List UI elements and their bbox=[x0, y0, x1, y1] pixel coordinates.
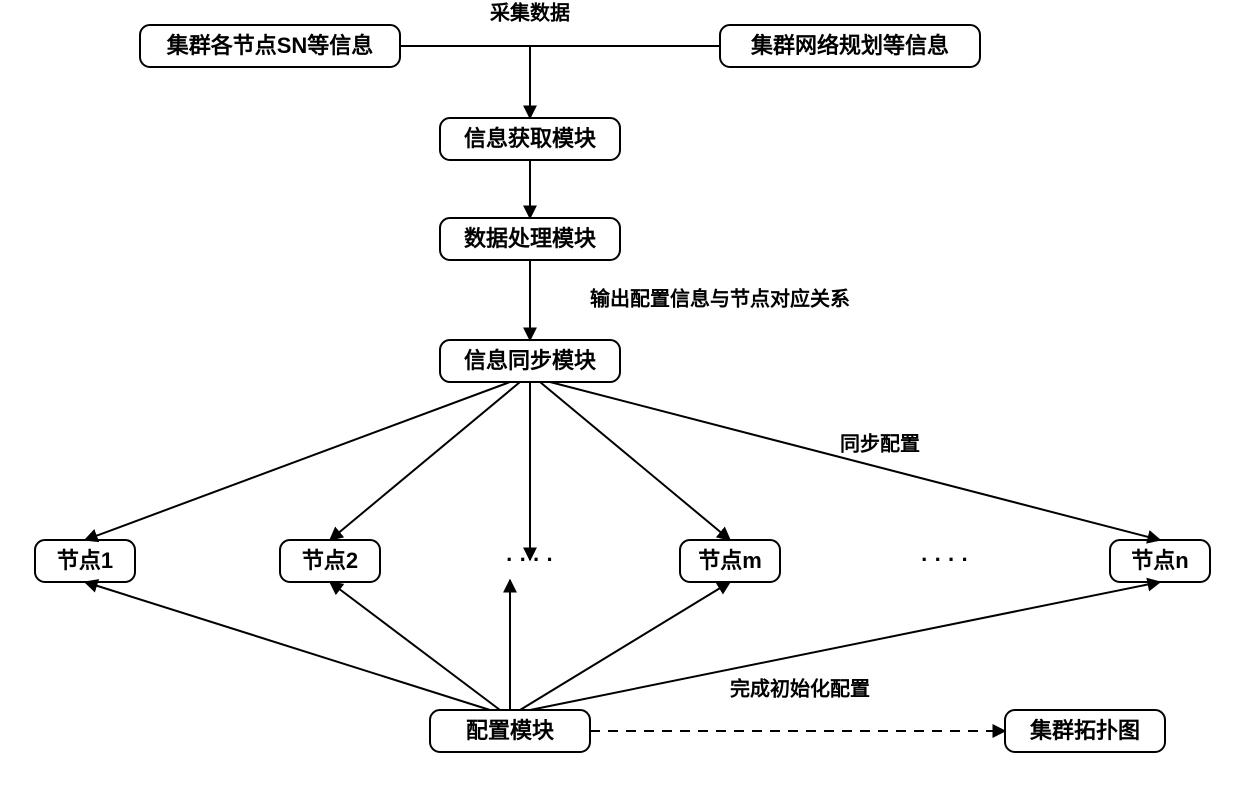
node-n: 节点n bbox=[1110, 540, 1210, 582]
node-info-get: 信息获取模块 bbox=[440, 118, 620, 160]
svg-text:集群各节点SN等信息: 集群各节点SN等信息 bbox=[166, 33, 374, 58]
edge-sync-noden bbox=[550, 382, 1160, 540]
svg-text:节点2: 节点2 bbox=[302, 548, 358, 573]
node-sync: 信息同步模块 bbox=[440, 340, 620, 382]
node-data-proc: 数据处理模块 bbox=[440, 218, 620, 260]
svg-text:集群网络规划等信息: 集群网络规划等信息 bbox=[750, 33, 949, 58]
edge-sync-node1 bbox=[85, 382, 510, 540]
svg-text:数据处理模块: 数据处理模块 bbox=[464, 226, 597, 251]
node-src-right: 集群网络规划等信息 bbox=[720, 25, 980, 67]
edge-config-node1 bbox=[85, 582, 490, 710]
node-2: 节点2 bbox=[280, 540, 380, 582]
diagram-canvas: 采集数据 输出配置信息与节点对应关系 同步配置 完成初始化配置 · · · · … bbox=[0, 0, 1240, 785]
dots-2-m: · · · · bbox=[506, 547, 554, 572]
svg-text:节点m: 节点m bbox=[698, 548, 762, 573]
node-topo: 集群拓扑图 bbox=[1005, 710, 1165, 752]
label-sync: 同步配置 bbox=[840, 432, 920, 455]
svg-text:节点n: 节点n bbox=[1131, 548, 1188, 573]
node-src-left: 集群各节点SN等信息 bbox=[140, 25, 400, 67]
edge-sync-node2 bbox=[330, 382, 520, 540]
svg-text:配置模块: 配置模块 bbox=[466, 718, 555, 743]
label-mid: 输出配置信息与节点对应关系 bbox=[590, 286, 850, 310]
svg-text:节点1: 节点1 bbox=[57, 548, 113, 573]
svg-text:信息获取模块: 信息获取模块 bbox=[464, 126, 597, 151]
node-m: 节点m bbox=[680, 540, 780, 582]
svg-text:信息同步模块: 信息同步模块 bbox=[464, 348, 597, 373]
edge-config-node2 bbox=[330, 582, 500, 710]
edge-sync-nodem bbox=[540, 382, 730, 540]
svg-text:集群拓扑图: 集群拓扑图 bbox=[1029, 718, 1140, 743]
node-config: 配置模块 bbox=[430, 710, 590, 752]
label-top: 采集数据 bbox=[490, 0, 570, 24]
label-bottom: 完成初始化配置 bbox=[730, 676, 870, 700]
dots-m-n: · · · · bbox=[921, 547, 969, 572]
node-1: 节点1 bbox=[35, 540, 135, 582]
